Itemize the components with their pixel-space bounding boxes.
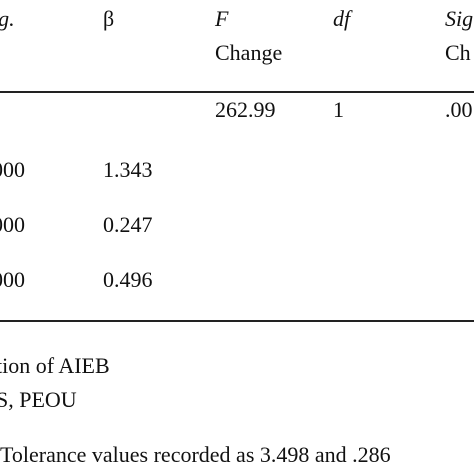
table-note: Tolerance values recorded as 3.498 and .… bbox=[0, 442, 391, 467]
table-cell: .00 bbox=[445, 97, 473, 122]
column-header: Change bbox=[215, 40, 283, 65]
table-note: tion of AIEB bbox=[0, 353, 110, 378]
header-rule bbox=[0, 91, 474, 93]
column-header: df bbox=[333, 6, 351, 31]
table-cell: 262.99 bbox=[215, 97, 276, 122]
table-cell: 000 bbox=[0, 212, 25, 237]
column-header: Ch bbox=[445, 40, 471, 65]
column-header: F bbox=[215, 6, 229, 31]
table-cell: 000 bbox=[0, 157, 25, 182]
table-cell: 1 bbox=[333, 97, 344, 122]
column-header: β bbox=[103, 6, 115, 31]
column-header: ig. bbox=[0, 6, 15, 31]
table-note: S, PEOU bbox=[0, 387, 77, 412]
table-cell: 0.496 bbox=[103, 267, 153, 292]
column-header: Sig bbox=[445, 6, 474, 31]
table-cell: 0.247 bbox=[103, 212, 153, 237]
table-cell: 000 bbox=[0, 267, 25, 292]
table-cell: 1.343 bbox=[103, 157, 153, 182]
bottom-rule bbox=[0, 320, 474, 322]
